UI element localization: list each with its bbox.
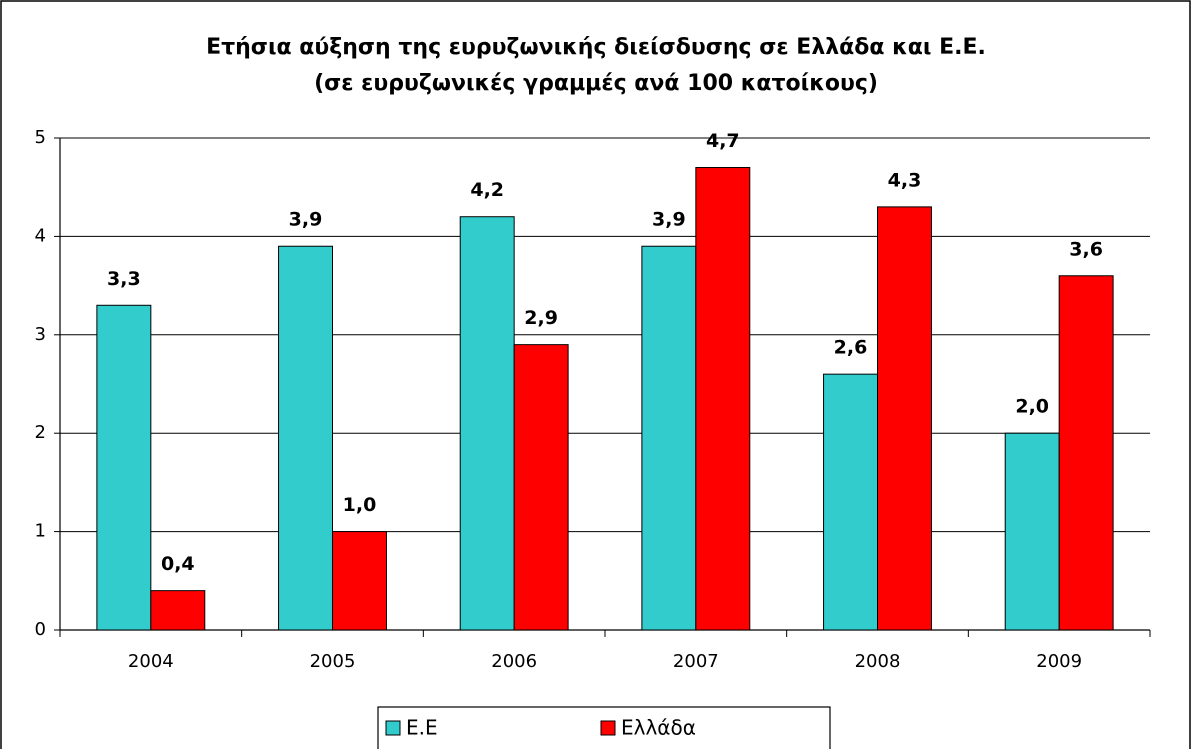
y-tick-label: 3	[35, 324, 46, 345]
bar	[695, 167, 751, 631]
bar	[150, 590, 206, 631]
x-tick-label: 2005	[310, 651, 356, 672]
y-tick-label: 5	[35, 127, 46, 148]
chart-title: Ετήσια αύξηση της ευρυζωνικής διείσδυσης…	[206, 35, 986, 60]
x-tick-label: 2004	[128, 651, 174, 672]
value-label: 4,7	[706, 130, 740, 152]
value-label: 3,3	[107, 268, 141, 290]
x-tick-label: 2006	[491, 651, 537, 672]
legend-swatch	[385, 720, 401, 736]
bar	[823, 373, 878, 631]
x-tick-label: 2008	[855, 651, 901, 672]
value-label: 2,9	[524, 307, 558, 329]
value-label: 3,6	[1069, 238, 1103, 260]
value-label: 2,0	[1015, 396, 1049, 418]
bar	[513, 344, 569, 631]
bar	[877, 206, 932, 631]
y-tick-label: 0	[35, 619, 46, 640]
x-tick-label: 2009	[1036, 651, 1082, 672]
y-tick-label: 1	[35, 521, 46, 542]
value-label: 4,2	[470, 179, 504, 201]
bar	[332, 531, 387, 631]
legend-swatch	[600, 720, 616, 736]
chart-subtitle: (σε ευρυζωνικές γραμμές ανά 100 κατοίκου…	[314, 71, 878, 96]
y-tick-label: 4	[35, 225, 46, 246]
value-label: 4,3	[888, 169, 922, 191]
bar	[641, 245, 697, 631]
value-label: 0,4	[161, 553, 195, 575]
y-tick-label: 2	[35, 422, 46, 443]
legend-label: Ε.Ε	[406, 716, 438, 740]
value-label: 2,6	[834, 337, 868, 359]
value-label: 3,9	[652, 209, 686, 231]
bar	[1058, 275, 1114, 631]
value-label: 3,9	[289, 209, 323, 231]
bar	[1004, 432, 1060, 631]
legend-label: Ελλάδα	[621, 716, 696, 740]
bar	[96, 304, 152, 631]
bar	[459, 216, 515, 631]
value-label: 1,0	[343, 494, 377, 516]
bar	[278, 245, 334, 631]
x-tick-label: 2007	[673, 651, 719, 672]
